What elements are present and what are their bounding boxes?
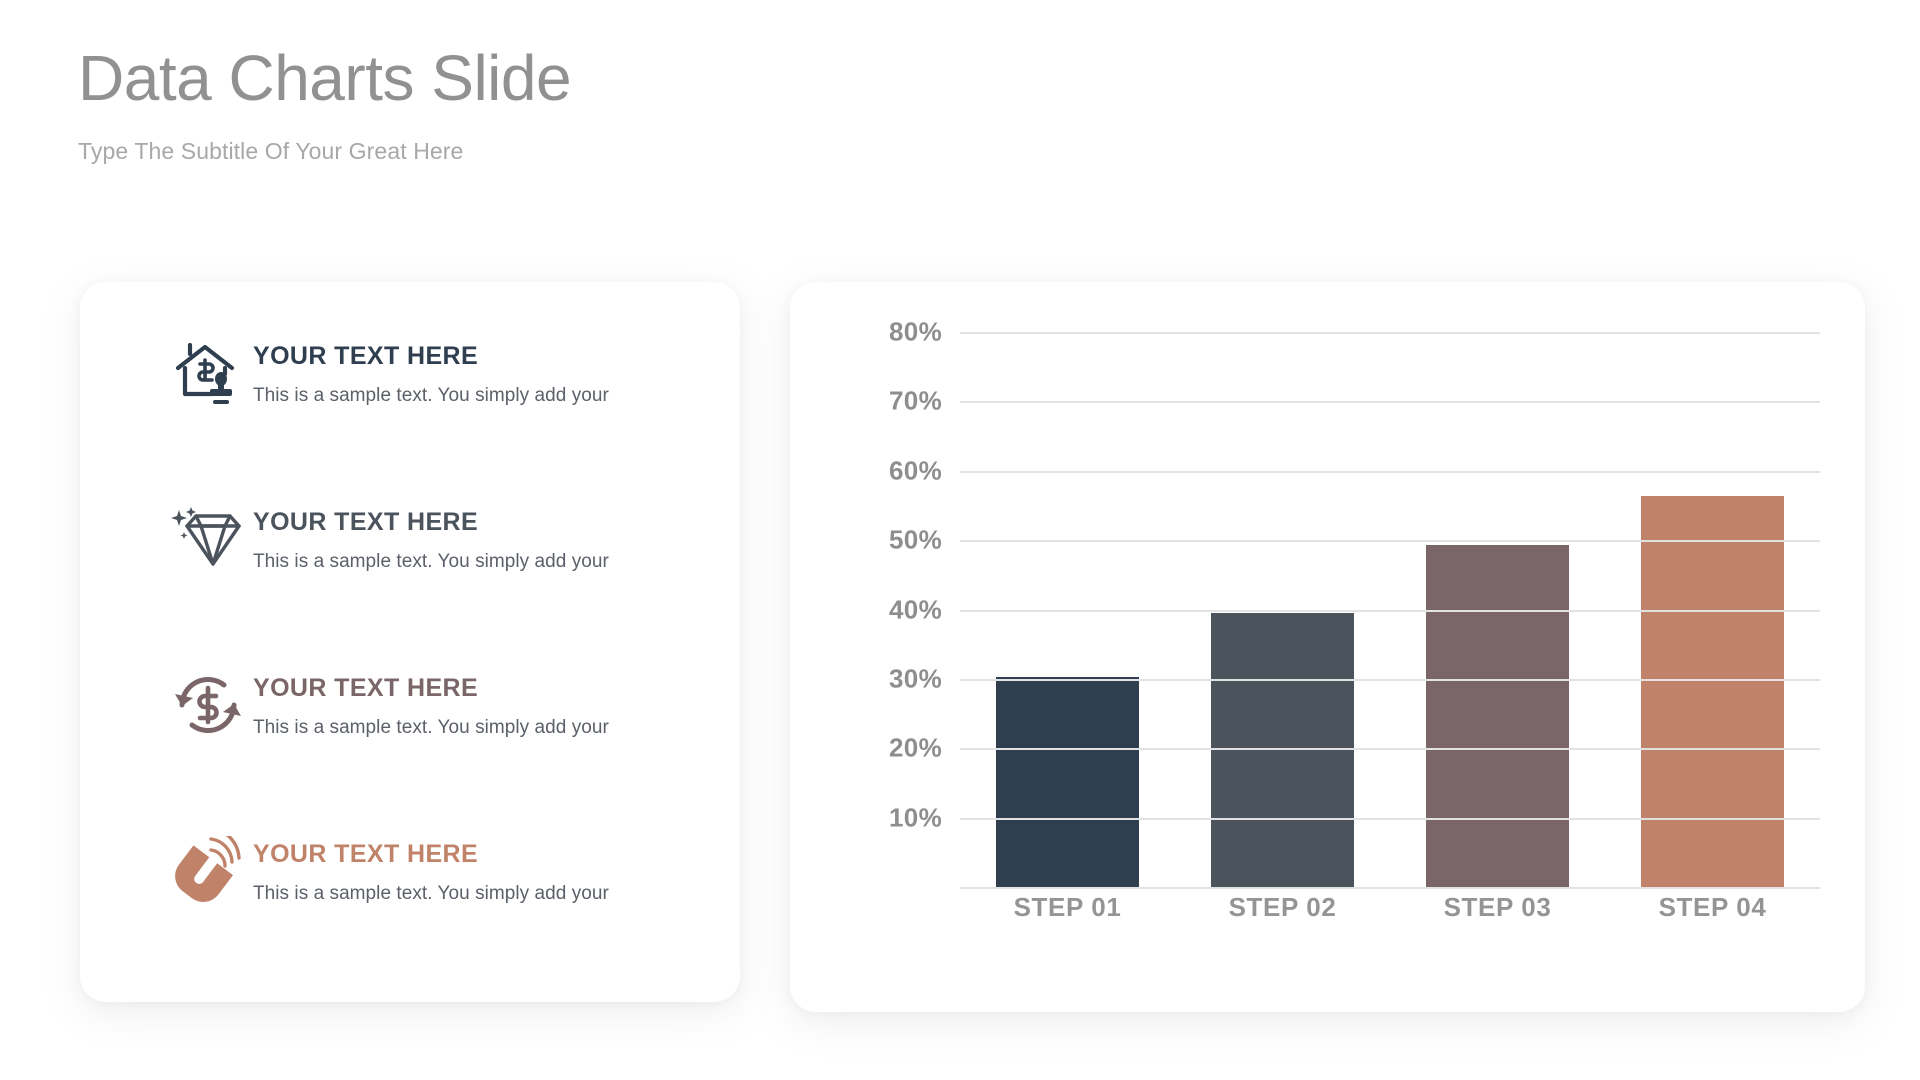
feature-text: YOUR TEXT HERE This is a sample text. Yo… [253, 830, 609, 905]
list-item-description: This is a sample text. You simply add yo… [253, 384, 609, 406]
chart-bar[interactable] [1426, 544, 1569, 887]
chart-gridline [960, 678, 1820, 681]
list-item-description: This is a sample text. You simply add yo… [253, 882, 609, 904]
currency-refresh-icon [165, 666, 253, 744]
diamond-sparkle-icon [165, 500, 253, 578]
chart-plot-area: 80% 70% 60% 50% 40% 30% 20% 10% [889, 317, 1820, 889]
list-item[interactable]: YOUR TEXT HERE This is a sample text. Yo… [165, 830, 725, 938]
chart-y-tick-label: 50% [889, 524, 942, 555]
chart-bars [960, 332, 1820, 887]
chart-y-tick-label: 80% [889, 316, 942, 347]
chart-gridline [960, 609, 1820, 612]
list-item[interactable]: YOUR TEXT HERE This is a sample text. Yo… [165, 332, 725, 440]
chart-bar-slot [1390, 332, 1605, 887]
bar-chart: 80% 70% 60% 50% 40% 30% 20% 10% STEP 01 STEP 02 S… [790, 282, 1865, 1012]
slide-header: Data Charts Slide Type The Subtitle Of Y… [78, 42, 572, 165]
list-item-description: This is a sample text. You simply add yo… [253, 716, 609, 738]
chart-gridline [960, 401, 1820, 404]
page-title: Data Charts Slide [78, 42, 572, 114]
chart-x-tick-label: STEP 01 [1013, 892, 1122, 922]
list-item-title: YOUR TEXT HERE [253, 840, 479, 868]
feature-text: YOUR TEXT HERE This is a sample text. Yo… [253, 332, 609, 407]
chart-gridline [960, 332, 1820, 334]
chart-y-tick-label: 20% [889, 732, 942, 763]
chart-x-tick-label: STEP 03 [1443, 892, 1552, 922]
chart-bar-slot [1605, 332, 1820, 887]
feature-text: YOUR TEXT HERE This is a sample text. Yo… [253, 664, 609, 739]
list-item-title: YOUR TEXT HERE [253, 342, 479, 370]
chart-x-tick-label: STEP 02 [1228, 892, 1337, 922]
chart-gridline [960, 540, 1820, 543]
chart-gridline [960, 470, 1820, 473]
chart-x-axis: STEP 01 STEP 02 STEP 03 STEP 04 [960, 892, 1820, 932]
chart-y-tick-label: 40% [889, 594, 942, 624]
list-item-description: This is a sample text. You simply add yo… [253, 550, 609, 572]
chart-gridline [960, 817, 1820, 820]
chart-card: 80% 70% 60% 50% 40% 30% 20% 10% STEP 01 STEP 02 S… [790, 282, 1865, 1012]
list-item-title: YOUR TEXT HERE [253, 508, 479, 536]
features-card: YOUR TEXT HERE This is a sample text. Yo… [80, 282, 740, 1002]
chart-x-tick-label: STEP 04 [1658, 892, 1767, 922]
feature-text: YOUR TEXT HERE This is a sample text. Yo… [253, 498, 609, 573]
list-item-title: YOUR TEXT HERE [253, 674, 479, 702]
magnet-icon [165, 832, 253, 910]
chart-bar[interactable] [1641, 496, 1784, 887]
chart-gridline [960, 887, 1820, 889]
list-item[interactable]: YOUR TEXT HERE This is a sample text. Yo… [165, 664, 725, 772]
chart-gridline [960, 748, 1820, 751]
chart-y-tick-label: 30% [889, 663, 942, 694]
chart-y-tick-label: 10% [889, 802, 942, 833]
chart-bar-slot [960, 332, 1175, 887]
page-subtitle: Type The Subtitle Of Your Great Here [78, 137, 464, 164]
house-dollar-stamp-icon [165, 334, 253, 412]
chart-y-tick-label: 60% [889, 455, 942, 486]
chart-y-tick-label: 70% [889, 385, 942, 416]
chart-bar[interactable] [996, 676, 1139, 887]
list-item[interactable]: YOUR TEXT HERE This is a sample text. Yo… [165, 498, 725, 606]
feature-list: YOUR TEXT HERE This is a sample text. Yo… [165, 332, 725, 938]
